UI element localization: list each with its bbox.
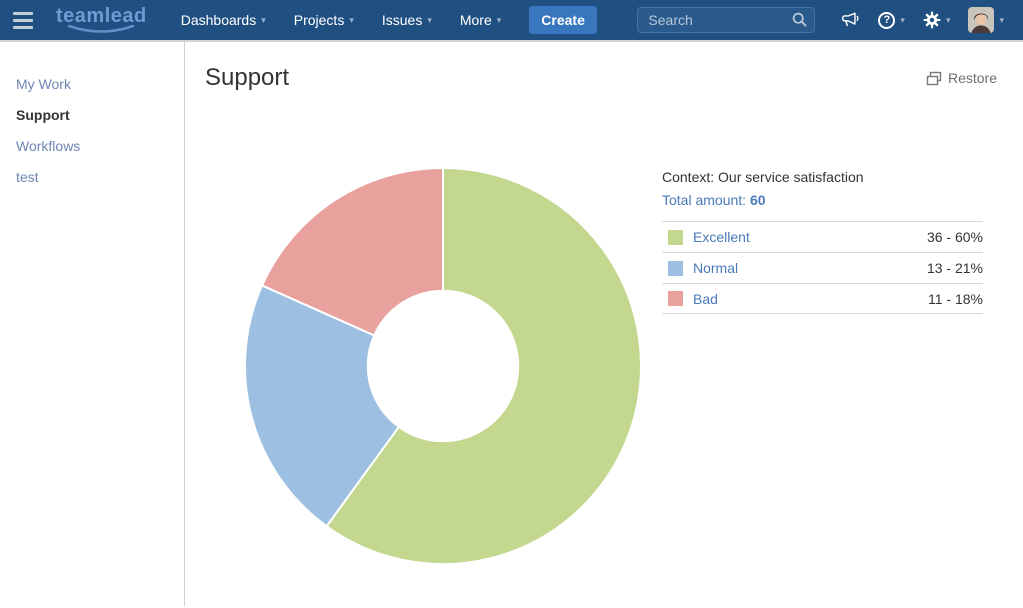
chevron-down-icon: ▾ (496, 14, 502, 25)
legend-swatch-icon (668, 291, 683, 306)
legend-row: Bad 11 - 18% (662, 283, 983, 314)
nav-more[interactable]: More ▾ (446, 0, 515, 40)
legend-value: 11 - 18% (928, 290, 983, 307)
legend-value: 13 - 21% (926, 260, 983, 276)
logo-text: teamlead (56, 4, 147, 27)
chevron-down-icon: ▾ (261, 14, 266, 25)
app-logo[interactable]: teamlead (56, 4, 147, 34)
restore-window-icon (926, 71, 942, 85)
nav-dashboards[interactable]: Dashboards ▾ (167, 0, 280, 40)
user-menu-button[interactable]: ▾ (959, 0, 1013, 40)
megaphone-icon (842, 12, 859, 27)
chart-legend: Context: Our service satisfaction Total … (662, 166, 983, 566)
legend-value: 36 - 60% (926, 229, 983, 245)
search-icon (793, 12, 807, 27)
nav-issues[interactable]: Issues ▾ (368, 0, 446, 40)
total-amount-value: 60 (749, 192, 766, 208)
chart-context: Context: Our service satisfaction (662, 169, 864, 185)
create-button[interactable]: Create (529, 6, 597, 34)
sidebar-item-workflows[interactable]: Workflows (16, 138, 81, 154)
restore-button[interactable]: Restore (926, 70, 997, 86)
logo-swoosh-icon (68, 24, 135, 33)
legend-label[interactable]: Bad (693, 290, 718, 307)
legend-label[interactable]: Normal (693, 260, 739, 276)
donut-chart[interactable] (243, 166, 643, 566)
sidebar-item-my-work[interactable]: My Work (16, 76, 71, 92)
legend-row: Excellent 36 - 60% (662, 221, 983, 252)
pie-segment-normal[interactable] (244, 284, 401, 528)
settings-menu-button[interactable]: ▾ (914, 0, 960, 40)
menu-icon[interactable] (6, 0, 40, 40)
page-title: Support (205, 64, 290, 91)
legend-row: Normal 13 - 21% (662, 252, 983, 283)
search-input[interactable] (637, 7, 816, 33)
chevron-down-icon: ▾ (900, 14, 905, 25)
user-avatar (968, 7, 995, 33)
pie-segment-excellent[interactable] (325, 166, 642, 565)
help-icon: ? (878, 11, 896, 29)
chevron-down-icon: ▾ (945, 14, 951, 25)
legend-rows: Excellent 36 - 60% Normal 13 - 21% Bad 11 - 1… (662, 221, 983, 314)
help-menu-button[interactable]: ? ▾ (869, 0, 914, 40)
legend-label[interactable]: Excellent (693, 229, 750, 245)
nav-projects[interactable]: Projects ▾ (280, 0, 368, 40)
chevron-down-icon: ▾ (427, 14, 432, 25)
announcements-button[interactable] (831, 0, 869, 40)
pie-segment-bad[interactable] (260, 166, 444, 337)
sidebar-item-support[interactable]: Support (16, 107, 70, 123)
chevron-down-icon: ▾ (999, 14, 1004, 25)
top-navbar: teamlead Dashboards ▾ Projects ▾ Issues … (0, 0, 1023, 42)
chevron-down-icon: ▾ (349, 14, 354, 25)
sidebar: My Work Support Workflows test (0, 42, 185, 606)
legend-swatch-icon (668, 260, 683, 276)
gear-icon (923, 11, 941, 29)
sidebar-item-test[interactable]: test (16, 169, 39, 185)
legend-swatch-icon (668, 229, 683, 245)
main-content: Support Restore Context: Our service sat… (185, 42, 1023, 606)
chart-total: Total amount: 60 (662, 192, 766, 208)
